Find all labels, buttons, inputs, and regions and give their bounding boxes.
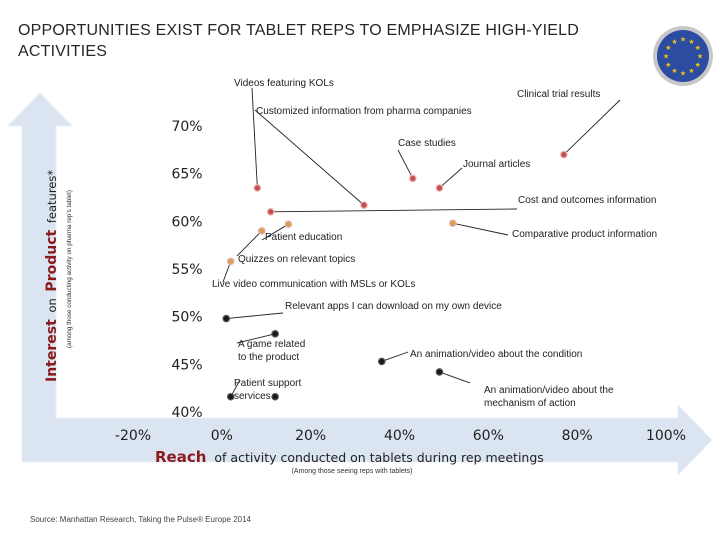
x-tick-label: 60% xyxy=(473,428,504,444)
scatter-point xyxy=(435,184,444,192)
leader-line xyxy=(439,371,471,384)
star-icon: ★ xyxy=(665,61,671,69)
point-label: A game related to the product xyxy=(238,339,305,363)
star-icon: ★ xyxy=(680,70,686,78)
y-axis-title-on: on xyxy=(45,298,59,312)
point-label: Journal articles xyxy=(463,159,530,170)
y-tick-label: 50% xyxy=(171,310,202,326)
scatter-point xyxy=(266,208,275,216)
point-label: Videos featuring KOLs xyxy=(234,78,334,89)
scatter-point xyxy=(560,150,568,159)
scatter-point xyxy=(409,174,417,183)
y-tick-label: 45% xyxy=(171,357,202,373)
scatter-point xyxy=(271,392,279,401)
point-label: Comparative product information xyxy=(512,229,657,240)
y-axis-title: Interest on Product features* xyxy=(44,170,60,382)
x-tick-label: -20% xyxy=(115,428,151,444)
point-label: Case studies xyxy=(398,138,456,149)
star-icon: ★ xyxy=(663,53,669,61)
leader-line xyxy=(381,351,409,362)
leader-line xyxy=(397,149,414,179)
y-tick-label: 60% xyxy=(171,214,202,230)
star-icon: ★ xyxy=(697,53,703,61)
point-label: An animation/video about the mechanism of… xyxy=(484,385,614,409)
leader-line xyxy=(254,109,365,206)
y-tick-label: 40% xyxy=(171,405,202,421)
scatter-point xyxy=(360,201,368,209)
point-label: An animation/video about the condition xyxy=(410,349,582,360)
y-axis-subtitle: (among those conducting activity on phar… xyxy=(66,190,73,348)
y-tick-label: 65% xyxy=(171,167,202,183)
x-tick-label: 40% xyxy=(384,428,415,444)
leader-line xyxy=(563,99,621,155)
point-label: Customized information from pharma compa… xyxy=(256,106,472,117)
point-label: Patient education xyxy=(265,232,342,243)
leader-line xyxy=(251,87,258,188)
point-label: Cost and outcomes information xyxy=(518,195,656,206)
leader-line xyxy=(236,333,276,344)
y-axis-title-rest: features* xyxy=(45,170,59,224)
point-label: Clinical trial results xyxy=(517,89,600,100)
scatter-point xyxy=(222,314,231,323)
star-icon: ★ xyxy=(671,38,677,46)
scatter-point xyxy=(253,184,262,192)
page-title: OPPORTUNITIES EXIST FOR TABLET REPS TO E… xyxy=(18,22,579,60)
background-arrow xyxy=(6,92,713,477)
x-tick-label: 100% xyxy=(646,428,686,444)
point-label: Quizzes on relevant topics xyxy=(238,254,355,265)
star-icon: ★ xyxy=(671,67,677,75)
leader-line xyxy=(261,223,289,241)
x-axis-title-rest: of activity conducted on tablets during … xyxy=(214,450,543,465)
star-icon: ★ xyxy=(688,67,694,75)
leader-line xyxy=(226,312,284,320)
star-icon: ★ xyxy=(688,38,694,46)
x-tick-label: 0% xyxy=(211,428,233,444)
x-axis-subtitle: (Among those seeing reps with tablets) xyxy=(291,468,412,475)
point-label: Relevant apps I can download on my own d… xyxy=(285,301,502,312)
star-icon: ★ xyxy=(695,44,701,52)
y-tick-label: 55% xyxy=(171,262,202,278)
leader-line xyxy=(452,222,509,236)
scatter-point xyxy=(435,368,444,376)
y-tick-label: 70% xyxy=(171,119,202,135)
y-axis-title-product: Product xyxy=(44,229,60,291)
x-axis-title: Reach of activity conducted on tablets d… xyxy=(155,448,544,466)
leader-line xyxy=(439,167,463,189)
scatter-point xyxy=(284,220,293,228)
source-note: Source: Manhattan Research, Taking the P… xyxy=(30,515,251,524)
x-tick-label: 80% xyxy=(562,428,593,444)
leader-line xyxy=(270,208,518,213)
y-axis-title-main: Interest xyxy=(44,319,60,382)
star-icon: ★ xyxy=(695,61,701,69)
leader-line xyxy=(236,230,263,257)
scatter-point xyxy=(377,357,386,366)
scatter-point xyxy=(258,227,266,235)
star-icon: ★ xyxy=(680,36,686,44)
scatter-point xyxy=(226,257,235,266)
scatter-point xyxy=(271,330,279,338)
x-axis-title-main: Reach xyxy=(155,448,206,466)
point-label: Patient support services xyxy=(234,378,301,402)
scatter-point xyxy=(448,219,457,228)
point-label: Live video communication with MSLs or KO… xyxy=(212,279,415,290)
scatter-point xyxy=(226,392,235,401)
x-tick-label: 20% xyxy=(295,428,326,444)
star-icon: ★ xyxy=(665,44,671,52)
eu-flag-logo: ★★★★★★★★★ ★ ★★ xyxy=(653,26,713,86)
